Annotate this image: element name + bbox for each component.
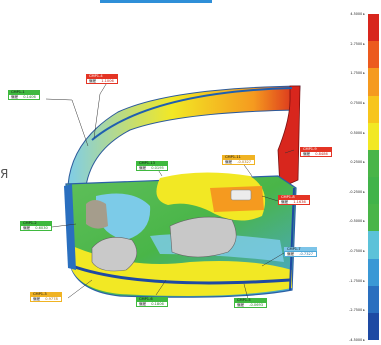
callout-label: 偏差	[287, 252, 295, 256]
scale-tick-label: -0.5000 ▸	[349, 219, 365, 224]
callout-value: 0.1406	[23, 95, 36, 99]
callout-title: CMP1-4	[86, 74, 118, 78]
callout-value: 0.8486	[315, 152, 328, 156]
callout-cmp1-2[interactable]: CMP1-2 偏差 0.6030	[20, 221, 52, 231]
callout-label: 偏差	[11, 95, 19, 99]
callout-label: 偏差	[139, 166, 147, 170]
callout-title: CMP1-2	[20, 221, 52, 225]
callout-label: 偏差	[139, 302, 147, 306]
scale-band	[368, 312, 379, 341]
callout-cmp1-8[interactable]: CMP1-8 偏差 1.1636	[278, 195, 310, 205]
speaker-recess-right	[169, 216, 237, 258]
callout-label: 偏差	[33, 297, 41, 301]
callout-label: 偏差	[303, 152, 311, 156]
callout-label: 偏差	[237, 303, 245, 307]
handle-recess	[230, 189, 252, 201]
callout-value: -0.0693	[249, 303, 264, 307]
scale-tick-label: -1.7500 ▸	[349, 278, 365, 283]
callout-cmp1-1[interactable]: CMP1-1 偏差 0.1406	[8, 90, 40, 100]
callout-label: 偏差	[23, 226, 31, 230]
blue-zone-left	[96, 193, 151, 240]
scale-tick-label: -0.7500 ▸	[349, 249, 365, 254]
scale-band	[368, 177, 379, 205]
callout-value: 0.6030	[35, 226, 48, 230]
scale-band	[368, 204, 379, 232]
callout-label: 偏差	[89, 79, 97, 83]
callout-title: CMP1-8	[278, 195, 310, 199]
deviation-color-scale	[368, 14, 379, 341]
callout-title: CMP1-7	[284, 247, 318, 251]
callout-value: 1.1636	[293, 200, 306, 204]
scale-band	[368, 14, 379, 42]
speaker-recess-left	[91, 237, 138, 272]
scale-band	[368, 68, 379, 96]
door-edge-line	[289, 187, 295, 291]
title-tab-strip	[100, 0, 212, 3]
callout-cmp1-5[interactable]: CMP1-5 偏差 -0.0693	[234, 298, 268, 308]
callout-cmp1-6[interactable]: CMP1-6 偏差 0.1806	[136, 297, 168, 307]
callout-value: 0.9778	[45, 297, 58, 301]
callout-value: 1.1006	[101, 79, 114, 83]
scale-band	[368, 41, 379, 69]
inner-panel-shape	[86, 200, 108, 229]
scale-tick-label: 0.7500 ▸	[350, 100, 365, 105]
callout-title: CMP1-11	[222, 155, 256, 159]
scale-tick-label: 4.5000 ▸	[350, 12, 365, 16]
scale-band	[368, 149, 379, 178]
scale-tick-label: 0.5000 ▸	[350, 130, 365, 135]
scale-band	[368, 285, 379, 314]
stray-glyph: Я	[0, 167, 9, 181]
window-frame	[67, 85, 301, 187]
callout-title: CMP1-1	[8, 90, 40, 94]
scale-band	[368, 258, 379, 287]
scale-band	[368, 95, 379, 124]
scale-band	[368, 231, 379, 259]
scale-tick-label: 2.7500 ▸	[350, 41, 365, 46]
scale-tick-label: 1.7500 ▸	[350, 71, 365, 76]
scale-band	[368, 122, 379, 151]
callout-title: CMP1-5	[234, 298, 268, 302]
callout-title: CMP1-6	[136, 297, 168, 301]
callout-value: 0.1806	[151, 302, 164, 306]
callout-cmp1-11[interactable]: CMP1-11 偏差 -0.0327	[222, 155, 256, 165]
callout-cmp1-4[interactable]: CMP1-4 偏差 1.1006	[86, 74, 118, 84]
callout-label: 偏差	[281, 200, 289, 204]
callout-cmp1-3[interactable]: CMP1-3 偏差 0.9778	[30, 292, 62, 302]
callout-value: 0.0195	[151, 166, 164, 170]
scale-tick-label: -0.2500 ▸	[349, 189, 365, 194]
callout-title: CMP1-3	[30, 292, 62, 296]
callout-title: CMP1-9	[300, 147, 332, 151]
callout-value: -0.7327	[299, 252, 314, 256]
scale-tick-label: -4.5000 ▸	[349, 338, 365, 342]
scale-tick-label: -2.7500 ▸	[349, 308, 365, 313]
callout-value: -0.0327	[237, 160, 252, 164]
scale-tick-label: 0.2500 ▸	[350, 160, 365, 165]
callout-cmp1-7[interactable]: CMP1-7 偏差 -0.7327	[284, 247, 318, 257]
callout-cmp1-9[interactable]: CMP1-9 偏差 0.8486	[300, 147, 332, 157]
callout-title: CMP1-13	[136, 161, 168, 165]
callout-cmp1-13[interactable]: CMP1-13 偏差 0.0195	[136, 161, 168, 171]
callout-label: 偏差	[225, 160, 233, 164]
